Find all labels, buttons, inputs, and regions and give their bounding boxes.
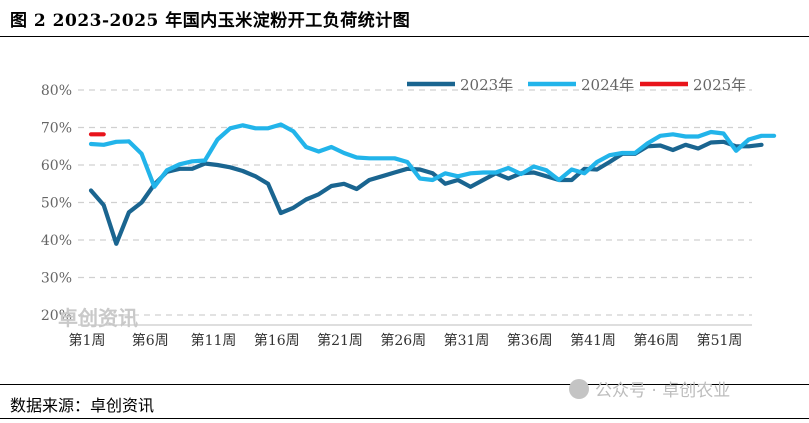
y-tick-label: 50% bbox=[41, 196, 72, 212]
legend-label: 2024年 bbox=[581, 76, 634, 94]
x-tick-label: 第51周 bbox=[697, 332, 743, 349]
y-tick-label: 60% bbox=[41, 158, 72, 174]
y-tick-label: 70% bbox=[41, 121, 72, 137]
data-source: 数据来源：卓创资讯 bbox=[10, 396, 155, 415]
wechat-watermark: 公众号 · 卓创农业 bbox=[569, 376, 730, 401]
x-tick-label: 第16周 bbox=[254, 332, 300, 349]
x-tick-label: 第6周 bbox=[132, 332, 169, 349]
y-tick-label: 80% bbox=[41, 83, 72, 99]
title-rule bbox=[0, 36, 809, 37]
x-tick-label: 第36周 bbox=[507, 332, 553, 349]
y-tick-label: 30% bbox=[41, 271, 72, 287]
footer-rule-top bbox=[0, 384, 809, 385]
title-bar: 图 2 2023-2025 年国内玉米淀粉开工负荷统计图 bbox=[0, 0, 809, 36]
x-tick-label: 第46周 bbox=[633, 332, 679, 349]
legend-label: 2023年 bbox=[460, 76, 513, 94]
x-tick-label: 第21周 bbox=[317, 332, 363, 349]
footer-rule-bottom bbox=[0, 418, 809, 419]
series-line-2024年 bbox=[88, 122, 777, 189]
y-tick-label: 20% bbox=[41, 308, 72, 324]
x-tick-label: 第11周 bbox=[191, 332, 237, 349]
chart-title: 图 2 2023-2025 年国内玉米淀粉开工负荷统计图 bbox=[10, 11, 411, 31]
x-tick-label: 第1周 bbox=[69, 332, 106, 349]
legend-label: 2025年 bbox=[693, 76, 746, 94]
y-tick-label: 40% bbox=[41, 233, 72, 249]
wechat-watermark-text: 公众号 · 卓创农业 bbox=[595, 381, 731, 401]
x-tick-label: 第31周 bbox=[444, 332, 490, 349]
chart-area: 20%30%40%50%60%70%80%第1周 第6周 第11周 第16周 第21周第… bbox=[41, 76, 777, 349]
x-tick-label: 第41周 bbox=[570, 332, 616, 349]
watermark-logo: 卓创资讯 bbox=[58, 306, 138, 330]
wechat-icon bbox=[569, 378, 589, 399]
series-line-2023年 bbox=[88, 139, 764, 246]
x-tick-label: 第26周 bbox=[380, 332, 426, 349]
